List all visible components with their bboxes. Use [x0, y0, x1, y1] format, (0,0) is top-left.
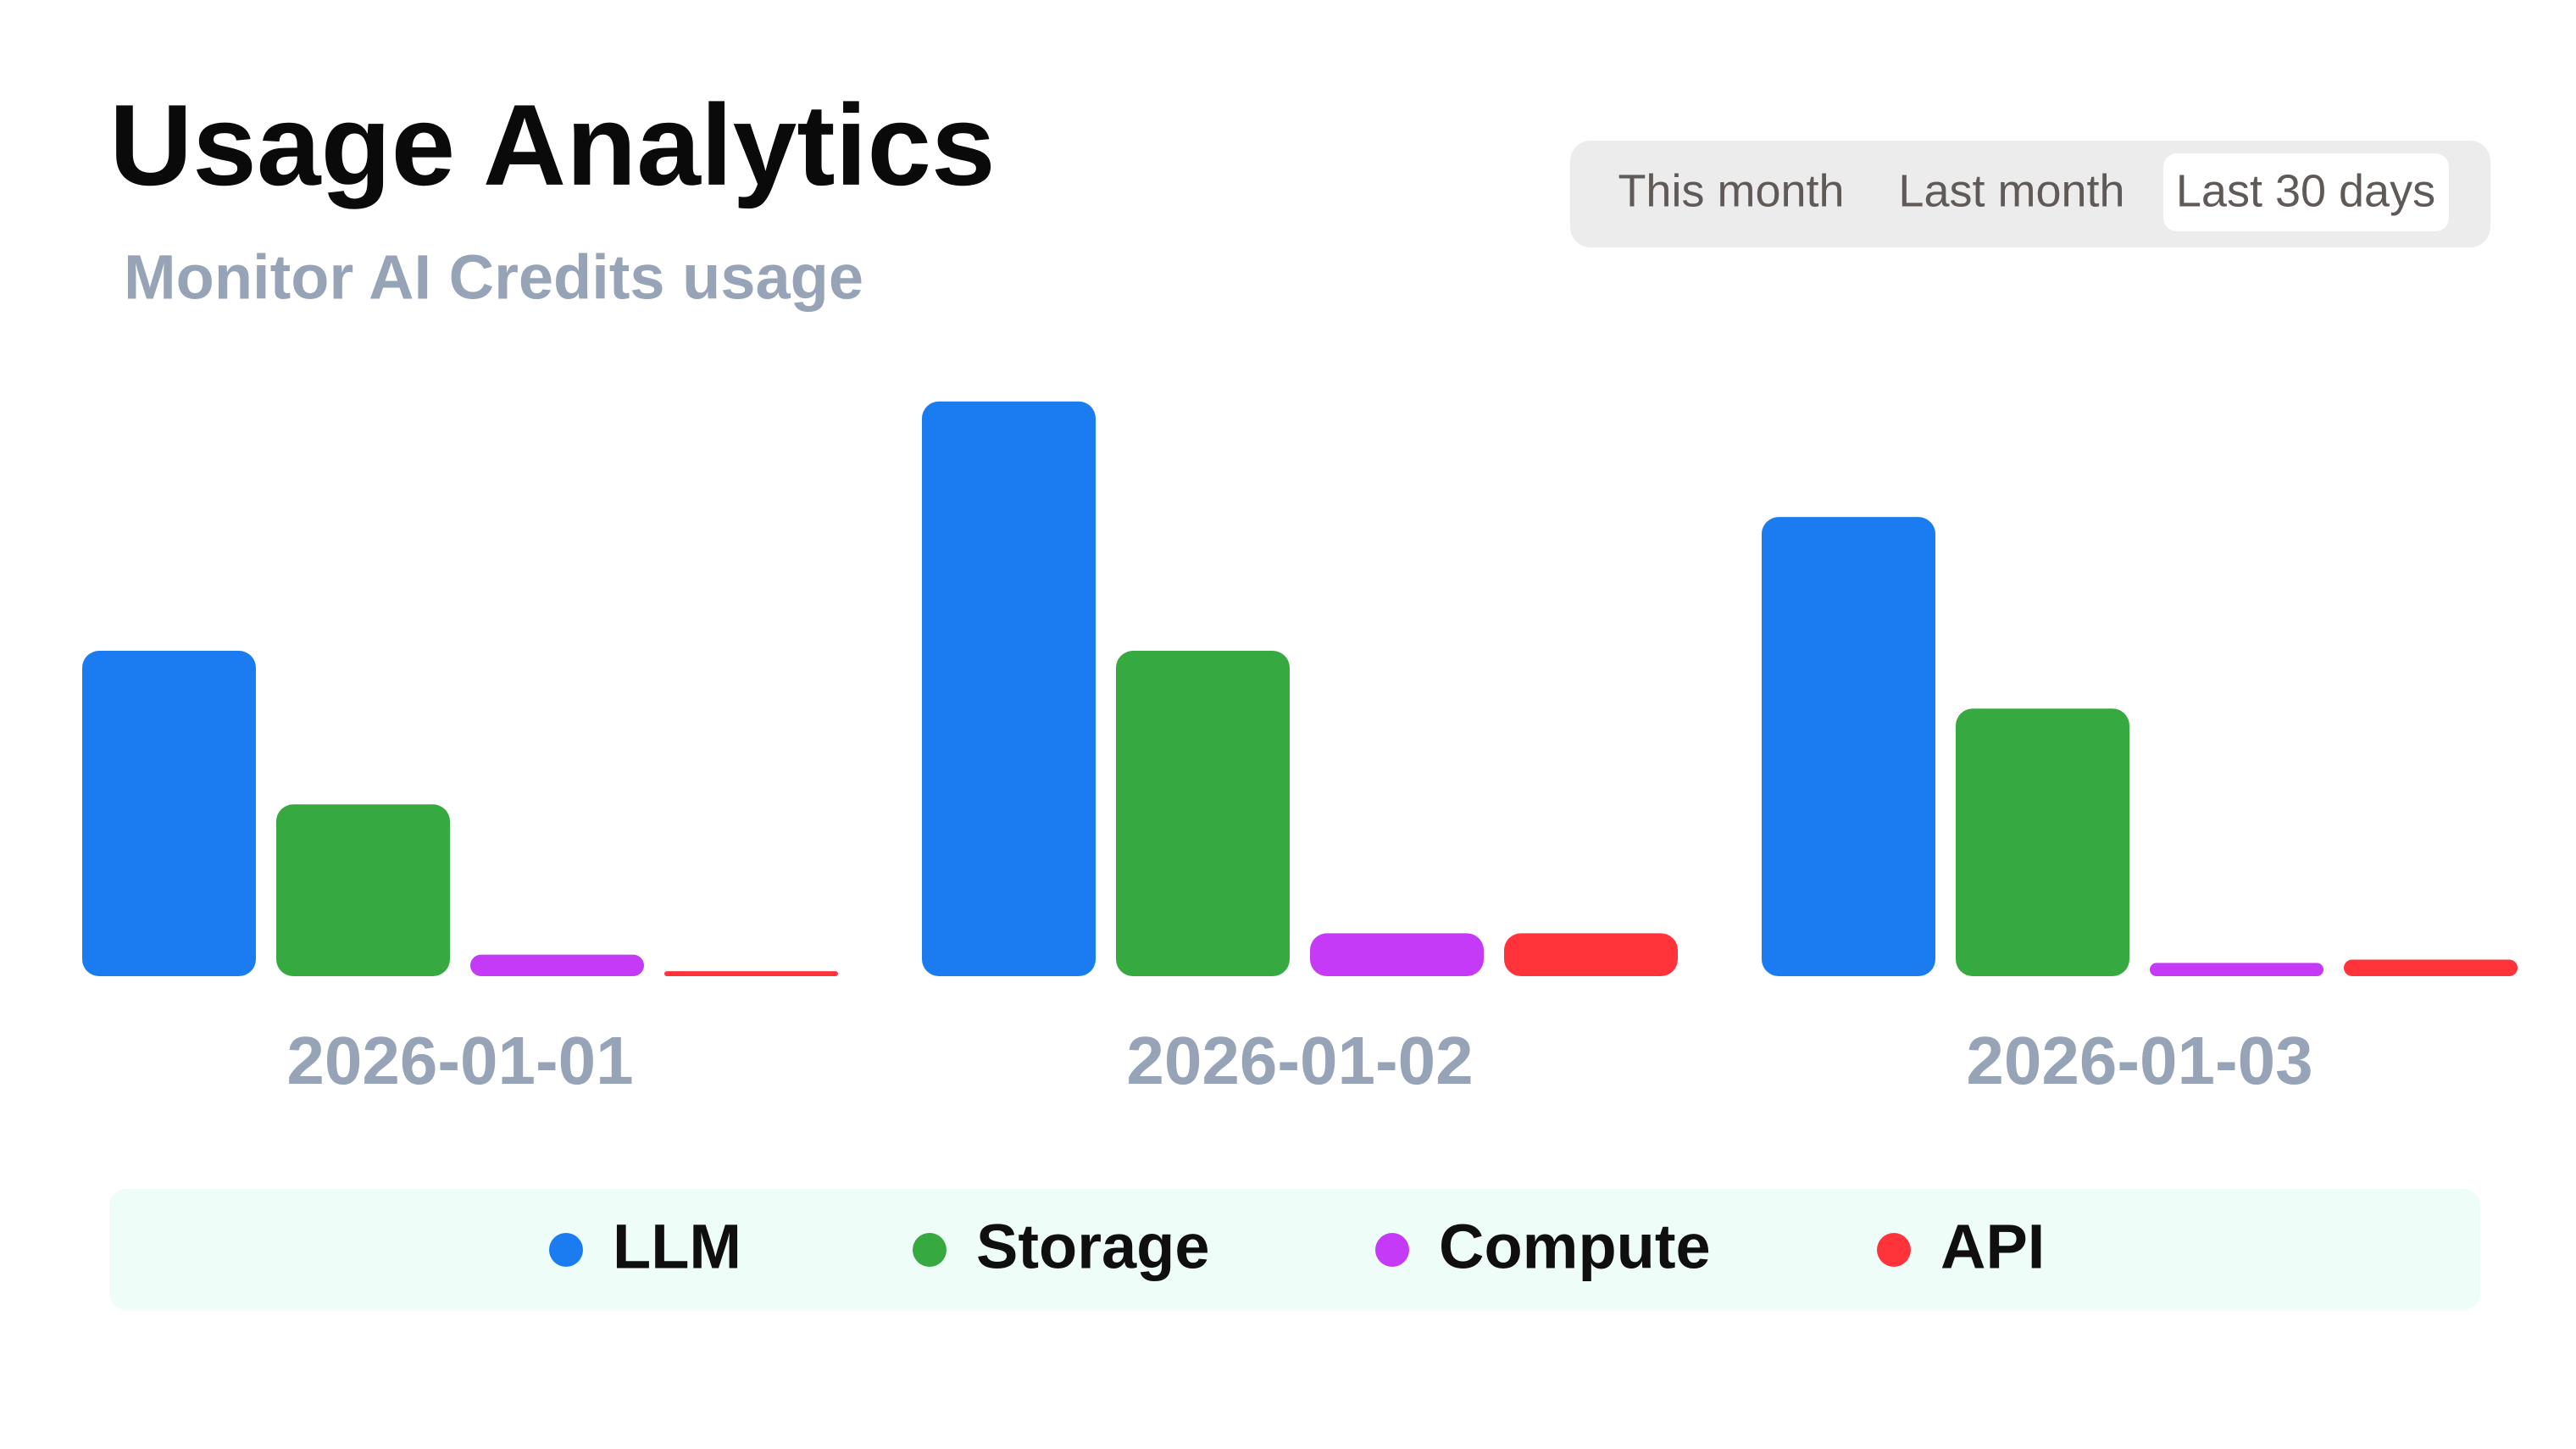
bar — [922, 401, 1096, 976]
x-tick-label: 2026-01-02 — [1126, 1023, 1473, 1098]
x-tick-label: 2026-01-03 — [1966, 1023, 2312, 1098]
legend — [109, 1189, 2480, 1310]
bar — [1956, 708, 2129, 976]
legend-dot — [549, 1233, 583, 1267]
legend-dot — [1375, 1233, 1409, 1267]
legend-label: Compute — [1439, 1212, 1711, 1282]
bar — [470, 954, 644, 976]
page-title: Usage Analytics — [109, 80, 996, 209]
x-tick-label: 2026-01-01 — [286, 1023, 633, 1098]
bar — [2150, 963, 2323, 976]
bar — [1116, 651, 1290, 976]
bar — [1504, 933, 1678, 976]
selected-pill — [2163, 153, 2449, 231]
legend-dot — [1877, 1233, 1911, 1267]
legend-label: API — [1940, 1212, 2045, 1282]
bar — [1310, 933, 1484, 976]
page-subtitle: Monitor AI Credits usage — [124, 242, 863, 313]
bar — [82, 651, 256, 976]
range-option[interactable]: Last month — [1898, 165, 2124, 216]
legend-label: LLM — [613, 1212, 741, 1282]
bar — [2344, 959, 2518, 976]
bar — [664, 971, 838, 976]
range-option[interactable]: Last 30 days — [2176, 165, 2435, 216]
bar — [276, 804, 450, 976]
legend-label: Storage — [976, 1212, 1210, 1282]
bar — [1762, 517, 1935, 976]
range-option[interactable]: This month — [1618, 165, 1844, 216]
legend-dot — [913, 1233, 947, 1267]
